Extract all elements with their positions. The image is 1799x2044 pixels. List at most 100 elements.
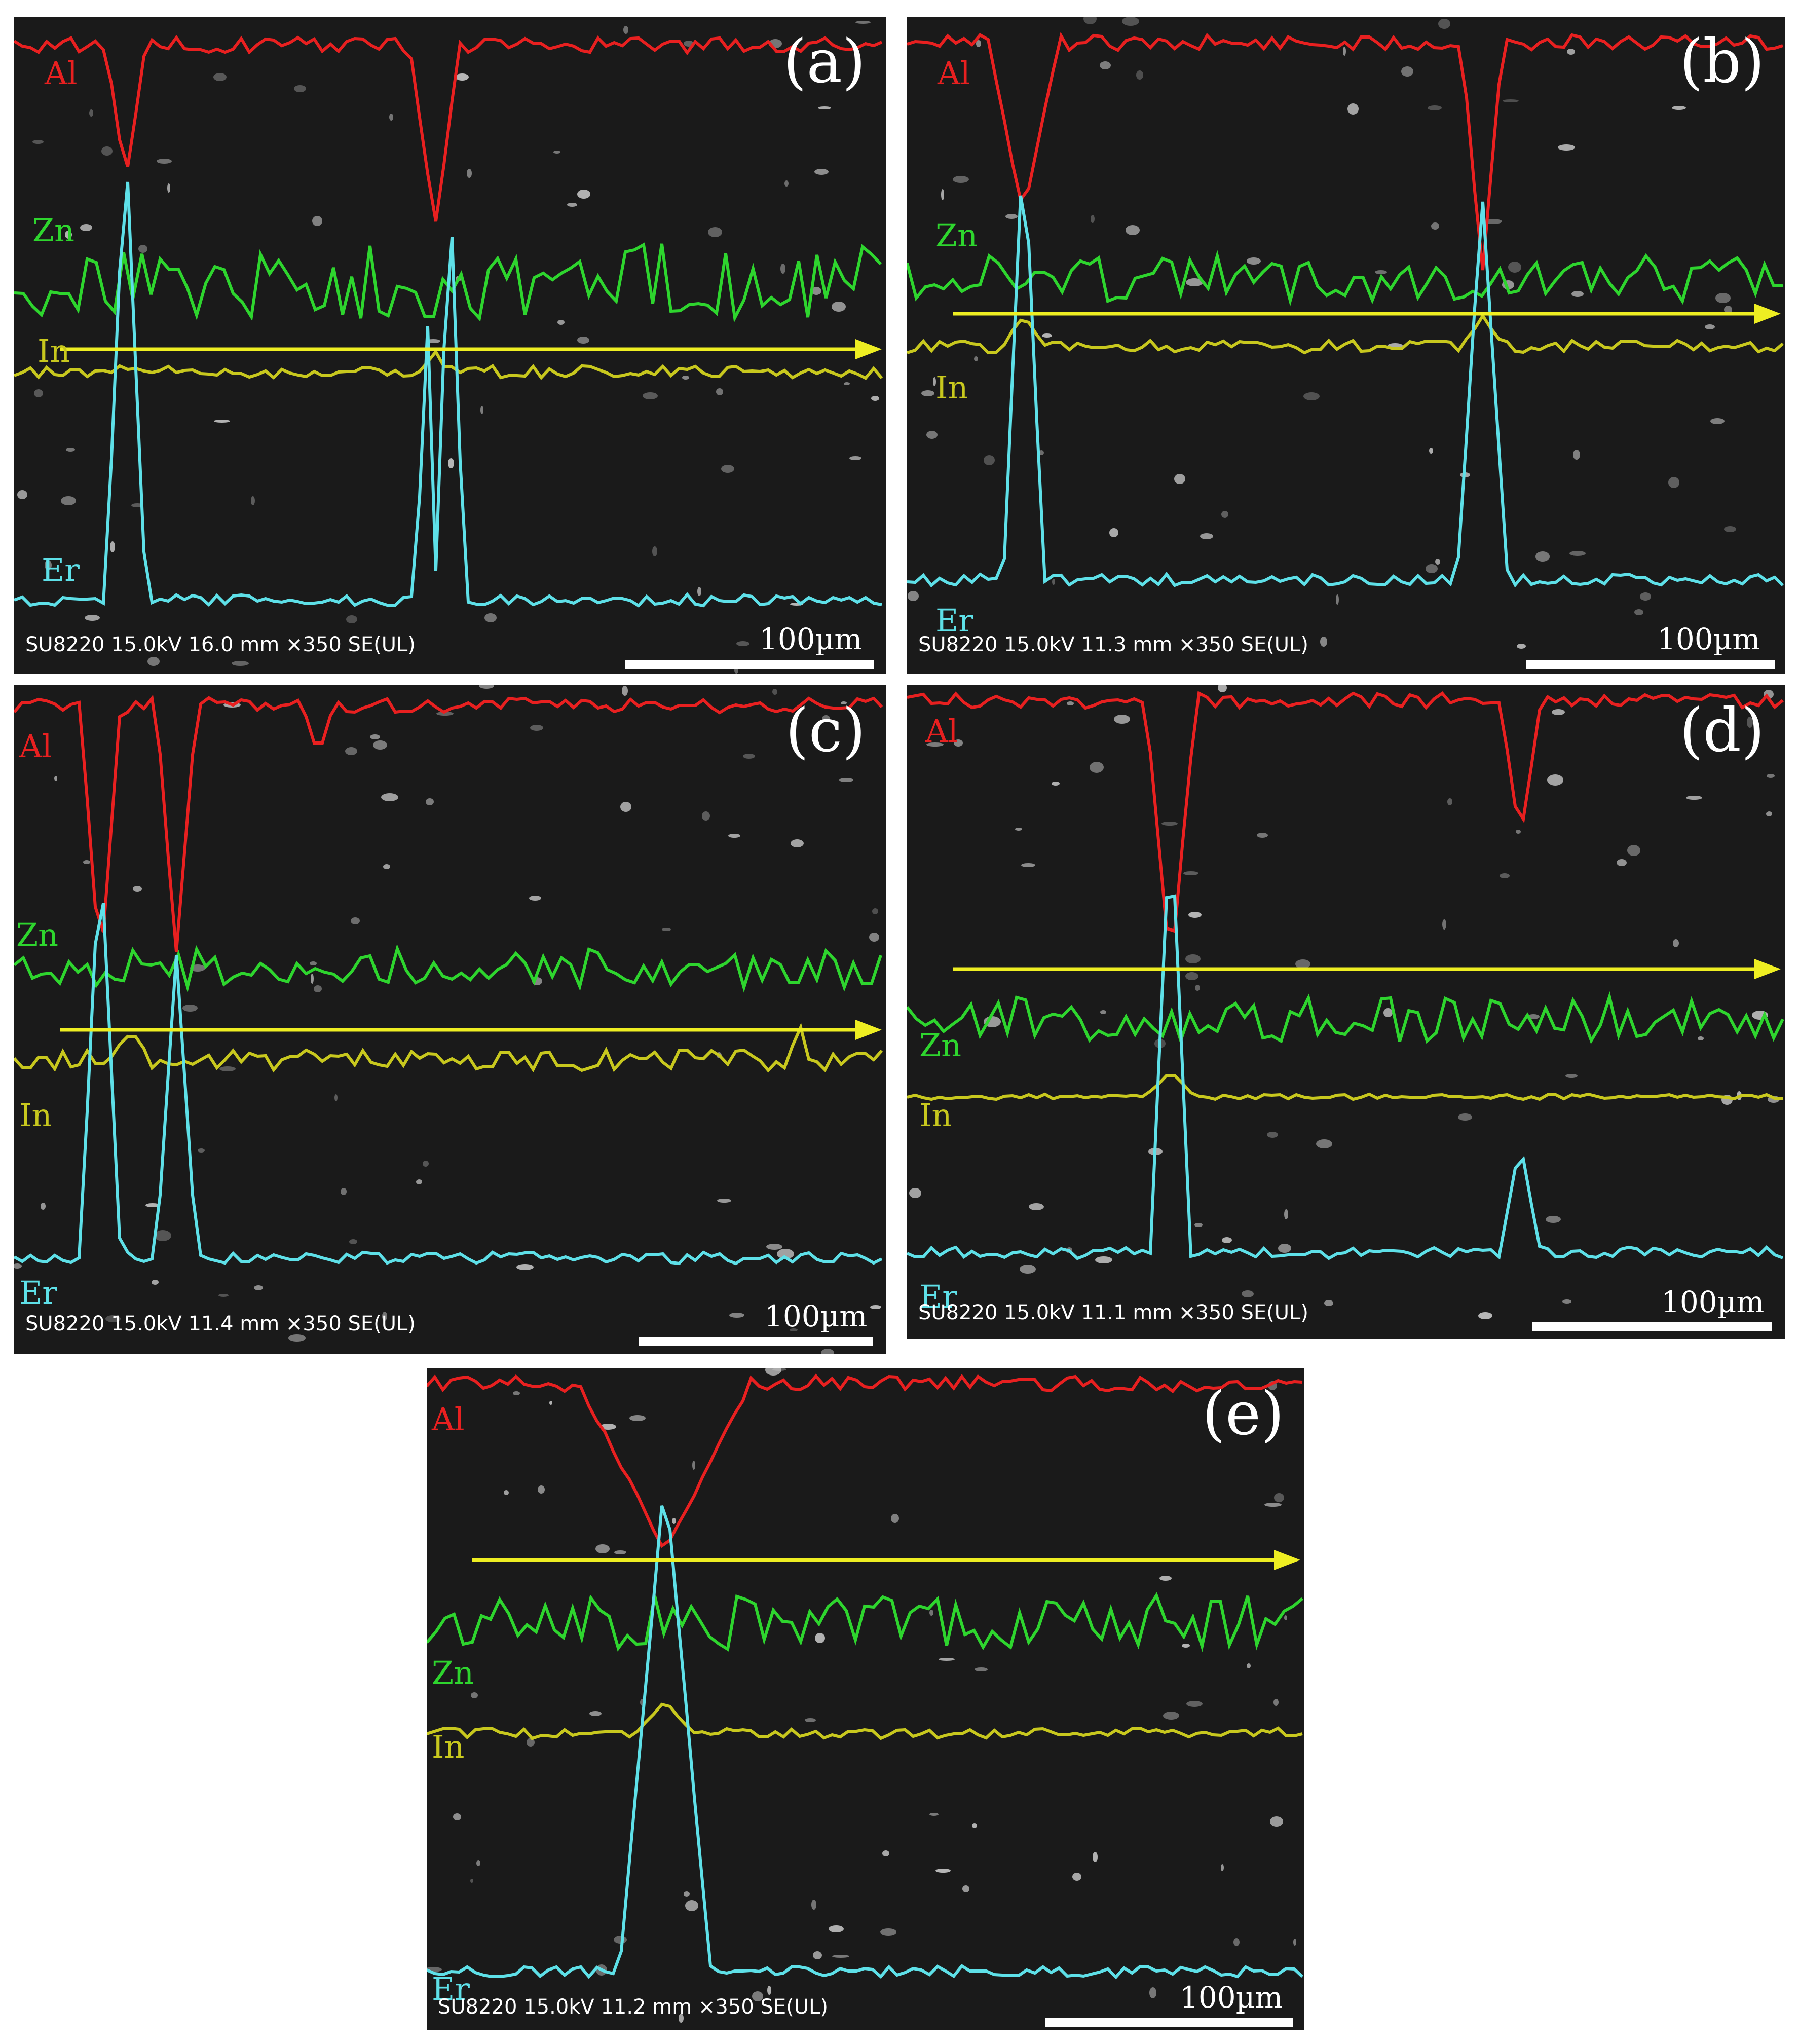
precipitate-speck (133, 886, 142, 892)
precipitate-speck (83, 860, 90, 864)
precipitate-speck (346, 615, 357, 623)
precipitate-speck (1194, 1223, 1203, 1227)
element-label-in: In (19, 1097, 52, 1134)
precipitate-speck (872, 908, 878, 914)
precipitate-speck (1270, 1816, 1283, 1827)
precipitate-speck (167, 183, 170, 193)
precipitate-speck (692, 1461, 695, 1470)
precipitate-speck (530, 725, 543, 731)
element-label-al: Al (432, 1401, 465, 1438)
precipitate-speck (672, 1518, 676, 1524)
scan-arrow-head (855, 1020, 882, 1040)
precipitate-speck (1052, 579, 1055, 585)
precipitate-speck (345, 747, 357, 755)
precipitate-speck (1571, 291, 1584, 297)
precipitate-speck (381, 793, 398, 801)
precipitate-speck (954, 739, 963, 747)
element-label-zn: Zn (32, 212, 75, 249)
scale-bar-label: 100µm (1657, 622, 1760, 656)
precipitate-speck (790, 1328, 798, 1331)
precipitate-speck (1278, 1244, 1291, 1253)
precipitate-speck (1573, 450, 1580, 460)
scale-bar-label: 100µm (759, 622, 863, 656)
precipitate-speck (1195, 985, 1200, 991)
precipitate-speck (1186, 278, 1203, 286)
in-profile (907, 313, 1784, 355)
sem-panel-e: (e) Al Zn In Er SU8220 15.0kV 11.2 mm ×3… (427, 1368, 1304, 2030)
precipitate-speck (743, 754, 755, 759)
precipitate-speck (1095, 1256, 1112, 1263)
element-label-al: Al (925, 713, 958, 750)
precipitate-speck (729, 1313, 744, 1318)
precipitate-speck (1136, 70, 1143, 80)
in-profile (427, 1702, 1303, 1740)
line-scan-e (427, 1368, 1304, 2023)
precipitate-speck (214, 420, 230, 423)
precipitate-speck (620, 802, 631, 812)
precipitate-speck (1627, 845, 1640, 856)
precipitate-speck (679, 2014, 684, 2023)
precipitate-speck (629, 1415, 646, 1421)
precipitate-speck (1114, 715, 1130, 724)
precipitate-speck (1109, 528, 1118, 537)
precipitate-speck (780, 264, 785, 274)
precipitate-speck (1005, 214, 1018, 219)
in-profile (907, 1074, 1783, 1101)
precipitate-speck (933, 377, 936, 386)
zn-profile (907, 991, 1784, 1046)
precipitate-speck (1428, 105, 1442, 110)
precipitate-speck (453, 1813, 461, 1820)
precipitate-speck (891, 1514, 899, 1523)
element-label-zn: Zn (935, 217, 978, 254)
precipitate-speck (232, 661, 249, 666)
precipitate-speck (832, 1955, 849, 1958)
precipitate-speck (294, 85, 306, 92)
precipitate-speck (929, 1610, 933, 1616)
scale-bar-label: 100µm (764, 1299, 868, 1333)
precipitate-speck (80, 224, 92, 231)
precipitate-speck (766, 1244, 782, 1250)
al-profile (427, 1373, 1303, 1548)
sem-panel-b: (b) Al Zn In Er SU8220 15.0kV 11.3 mm ×3… (907, 17, 1785, 674)
element-label-zn: Zn (432, 1654, 474, 1691)
line-scan-b (907, 17, 1784, 649)
precipitate-speck (1562, 1299, 1571, 1304)
precipitate-speck (1267, 1132, 1278, 1138)
precipitate-speck (1284, 1209, 1288, 1219)
precipitate-speck (373, 740, 387, 750)
precipitate-speck (1640, 592, 1651, 601)
precipitate-speck (1091, 215, 1095, 223)
precipitate-speck (1221, 511, 1228, 518)
precipitate-speck (855, 21, 871, 24)
precipitate-speck (1673, 939, 1679, 947)
precipitate-speck (1569, 551, 1586, 556)
precipitate-speck (1067, 701, 1074, 705)
precipitate-speck (14, 1263, 22, 1269)
precipitate-speck (622, 686, 628, 696)
precipitate-speck (818, 106, 831, 109)
precipitate-speck (1185, 954, 1201, 963)
precipitate-speck (1159, 1576, 1172, 1581)
zn-profile (14, 944, 882, 993)
precipitate-speck (811, 1900, 816, 1910)
in-profile (14, 1022, 883, 1073)
precipitate-speck (813, 1951, 822, 1959)
precipitate-speck (1316, 1139, 1332, 1148)
precipitate-speck (829, 1925, 844, 1932)
precipitate-speck (382, 1312, 387, 1321)
precipitate-speck (1438, 19, 1450, 29)
precipitate-speck (436, 712, 454, 716)
precipitate-speck (1435, 559, 1440, 565)
scale-bar-label: 100µm (1661, 1285, 1765, 1319)
precipitate-speck (1185, 972, 1198, 980)
precipitate-speck (1431, 222, 1439, 230)
precipitate-speck (1161, 822, 1178, 826)
precipitate-speck (89, 109, 93, 117)
al-profile (14, 694, 883, 952)
precipitate-speck (935, 1869, 951, 1873)
precipitate-speck (1567, 49, 1575, 55)
precipitate-speck (1426, 564, 1438, 573)
precipitate-speck (736, 641, 749, 646)
precipitate-speck (1052, 782, 1060, 786)
scale-bar (1526, 660, 1775, 669)
